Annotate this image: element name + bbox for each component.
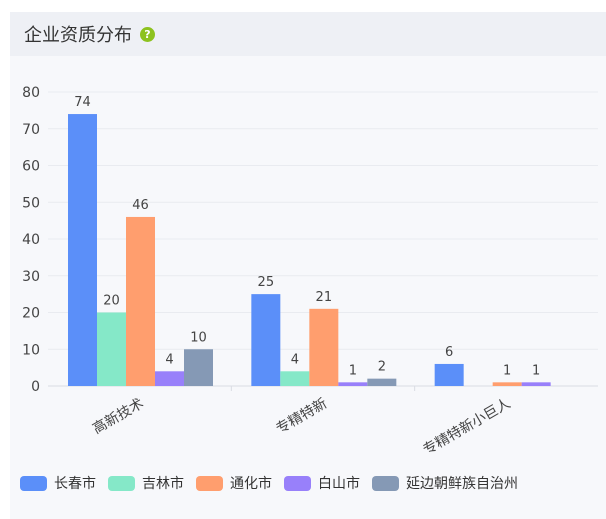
chart-panel: 企业资质分布 ? <box>10 12 606 519</box>
legend-label: 通化市 <box>230 476 272 492</box>
bar-value-label: 10 <box>190 330 207 345</box>
y-tick-label: 70 <box>22 122 40 138</box>
bar-value-label: 6 <box>445 345 453 360</box>
bar-value-label: 21 <box>316 290 333 305</box>
bar <box>126 216 155 386</box>
legend-label: 吉林市 <box>142 476 184 492</box>
legend-item[interactable]: 长春市 <box>20 473 96 493</box>
panel-header: 企业资质分布 ? <box>10 12 606 56</box>
y-tick-label: 10 <box>22 342 40 358</box>
bar <box>367 378 397 386</box>
legend-label: 白山市 <box>318 476 360 492</box>
chart-legend: 长春市 吉林市 通化市 白山市 延边朝鲜族自治州 <box>20 473 530 493</box>
bar-value-label: 46 <box>132 198 149 213</box>
y-tick-label: 60 <box>22 159 40 175</box>
y-tick-label: 30 <box>22 269 40 285</box>
legend-item[interactable]: 吉林市 <box>108 473 184 493</box>
legend-swatch <box>196 475 223 491</box>
bar <box>338 382 368 386</box>
legend-item[interactable]: 延边朝鲜族自治州 <box>372 473 518 493</box>
bar <box>280 371 310 386</box>
bar <box>492 382 522 386</box>
y-tick-label: 40 <box>22 232 40 248</box>
bar-value-label: 1 <box>503 363 511 378</box>
legend-label: 延边朝鲜族自治州 <box>406 476 518 492</box>
legend-item[interactable]: 白山市 <box>284 473 360 493</box>
legend-swatch <box>20 475 47 491</box>
bar <box>251 294 281 386</box>
x-tick-label: 专精特新小巨人 <box>420 396 513 459</box>
bar-value-label: 1 <box>349 363 357 378</box>
y-tick-label: 0 <box>31 379 40 395</box>
legend-swatch <box>372 475 399 491</box>
bar <box>434 363 464 386</box>
bar-value-label: 4 <box>291 352 299 367</box>
x-tick-label: 高新技术 <box>90 395 147 438</box>
legend-label: 长春市 <box>54 476 96 492</box>
bar-value-label: 20 <box>103 294 120 309</box>
bar-value-label: 74 <box>74 95 91 110</box>
bar-value-label: 2 <box>378 360 386 375</box>
bar <box>97 312 126 386</box>
bar <box>309 308 339 386</box>
bar-value-label: 25 <box>258 275 275 290</box>
bar-value-label: 1 <box>532 363 540 378</box>
bar <box>68 114 97 387</box>
y-tick-label: 80 <box>22 85 40 101</box>
bar <box>155 371 184 386</box>
panel-title: 企业资质分布 <box>24 25 132 46</box>
help-icon[interactable]: ? <box>140 26 155 42</box>
y-tick-label: 20 <box>22 306 40 322</box>
legend-swatch <box>284 475 311 491</box>
legend-item[interactable]: 通化市 <box>196 473 272 493</box>
y-tick-label: 50 <box>22 195 40 211</box>
legend-swatch <box>108 475 135 491</box>
bar <box>521 382 551 386</box>
bar <box>184 349 213 386</box>
bar-value-label: 4 <box>165 352 173 367</box>
x-tick-label: 专精特新 <box>274 396 330 438</box>
